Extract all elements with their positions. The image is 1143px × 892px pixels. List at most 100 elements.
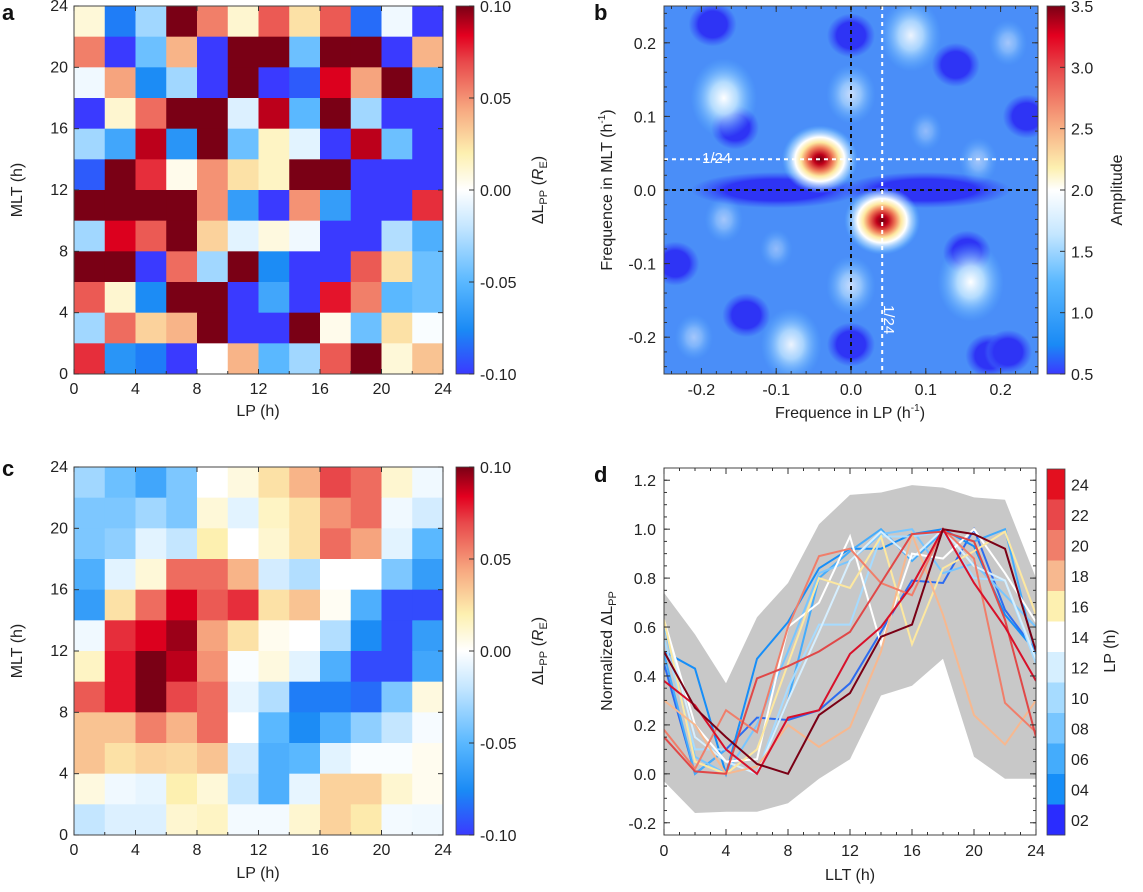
heatmap-cell [227, 36, 259, 68]
heatmap-cell [74, 282, 106, 314]
spectrum-feature [958, 137, 998, 184]
y-tick-label: -0.2 [628, 816, 656, 833]
heatmap-cell [166, 559, 198, 591]
heatmap-cell [74, 128, 106, 160]
heatmap-cell [258, 467, 290, 499]
heatmap-cell [135, 6, 167, 38]
y-tick-label: 4 [59, 305, 68, 322]
heatmap-cell [381, 36, 413, 68]
heatmap-cell [74, 467, 106, 499]
spectrum-peak [844, 186, 921, 255]
heatmap-cell [412, 343, 444, 375]
spectrum-feature [674, 314, 714, 361]
heatmap-cell [289, 159, 321, 191]
spectrum-feature [937, 242, 1004, 322]
x-axis-title-d: LLT (h) [825, 867, 875, 884]
heatmap-cell [412, 559, 444, 591]
y-tick-label: 20 [50, 59, 68, 76]
colorbar-tick-label: -0.10 [480, 828, 517, 845]
heatmap-cell [104, 743, 136, 775]
heatmap-cell [320, 98, 352, 130]
heatmap-cell [104, 98, 136, 130]
heatmap-cell [412, 251, 444, 283]
x-tick-label: 16 [311, 842, 329, 859]
heatmap-cell [104, 497, 136, 529]
heatmap-cell [320, 712, 352, 744]
heatmap-cell [289, 589, 321, 621]
heatmap-cell [197, 343, 229, 375]
y-tick-label: 0.0 [634, 183, 656, 200]
heatmap-cell [289, 220, 321, 252]
heatmap-cell [104, 312, 136, 344]
heatmap-cell [104, 282, 136, 314]
heatmap-cell [289, 251, 321, 283]
heatmap-cell [289, 6, 321, 38]
y-tick-label: -0.1 [628, 257, 656, 274]
colorbar-ticks-d: 24 22 20 18 16 14 12 10 08 06 04 02 [1071, 477, 1089, 830]
heatmap-cell [227, 67, 259, 99]
heatmap-cell [104, 589, 136, 621]
colorbar-segment [1047, 774, 1065, 805]
heatmap-cell [258, 67, 290, 99]
heatmap-cell [104, 681, 136, 713]
heatmap-cell [381, 220, 413, 252]
heatmap-cell [289, 651, 321, 683]
heatmap-cell [320, 651, 352, 683]
spectrum-feature [760, 308, 822, 374]
heatmap-cell [74, 528, 106, 560]
y-tick-label: 24 [50, 459, 68, 476]
colorbar-title-c: ΔLPP (RE) [530, 617, 550, 685]
axis-ticks-b: -0.2 -0.1 0.0 0.1 0.2 -0.2 -0.1 0.0 0.1 0.2 [628, 6, 1038, 399]
heatmap-cell [350, 559, 382, 591]
x-tick-label: 4 [722, 843, 731, 860]
colorbar-tick-label: 0.00 [480, 183, 511, 200]
x-tick-label: 0 [70, 842, 79, 859]
heatmap-cell [289, 36, 321, 68]
heatmap-cell [350, 528, 382, 560]
heatmap-cell [289, 497, 321, 529]
heatmap-cell [381, 681, 413, 713]
heatmap-cell [350, 620, 382, 652]
heatmap-cell [258, 589, 290, 621]
colorbar-tick-label: 2.0 [1071, 183, 1093, 200]
heatmap-cell [166, 681, 198, 713]
heatmap-cell [197, 36, 229, 68]
heatmap-cell [166, 743, 198, 775]
y-tick-label: 1.2 [634, 473, 656, 490]
heatmap-cell [320, 343, 352, 375]
heatmap-cell [166, 220, 198, 252]
heatmap-cell [197, 467, 229, 499]
colorbar-segment [1047, 804, 1065, 836]
heatmap-cell [350, 36, 382, 68]
heatmap-cell [74, 343, 106, 375]
heatmap-cell [166, 36, 198, 68]
heatmap-cell [166, 312, 198, 344]
heatmap-cell [74, 651, 106, 683]
heatmap-cell [227, 6, 259, 38]
heatmap-cell [350, 159, 382, 191]
heatmap-cell [104, 651, 136, 683]
heatmap-cell [197, 312, 229, 344]
heatmap-cell [74, 220, 106, 252]
y-tick-label: 0 [59, 827, 68, 844]
x-tick-label: -0.1 [762, 382, 790, 399]
heatmap-cell [320, 467, 352, 499]
x-axis-title-c: LP (h) [236, 865, 279, 882]
x-tick-label: -0.2 [688, 382, 716, 399]
spectrum-feature [690, 58, 758, 138]
heatmap-cell [381, 651, 413, 683]
heatmap-cell [227, 220, 259, 252]
x-axis-title-a: LP (h) [236, 403, 279, 420]
heatmap-cell [166, 467, 198, 499]
heatmap-cell [104, 251, 136, 283]
heatmap-cell [350, 804, 382, 836]
heatmap-cell [320, 559, 352, 591]
colorbar-tick-label: 0.00 [480, 644, 511, 661]
heatmap-cell [135, 220, 167, 252]
heatmap-cell [381, 559, 413, 591]
heatmap-cell [320, 528, 352, 560]
series-line [664, 530, 1036, 775]
heatmap-cell [289, 282, 321, 314]
panel-letter-a: a [2, 0, 15, 25]
heatmap-cell [381, 620, 413, 652]
